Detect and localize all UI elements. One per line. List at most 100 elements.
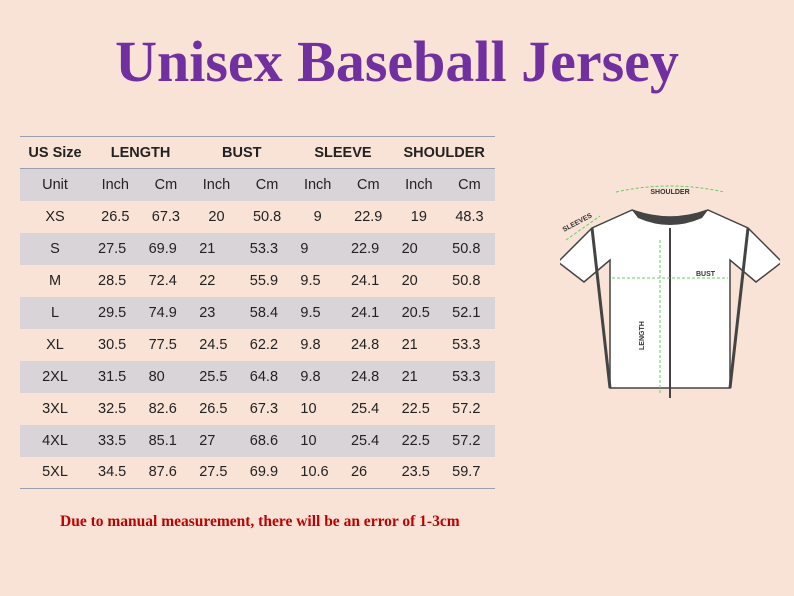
- table-cell: 85.1: [140, 424, 192, 457]
- table-cell: XS: [45, 208, 65, 225]
- table-row: 5XL 34.5 87.6 27.5 69.9 10.6 26 23.5 59.7: [20, 456, 495, 489]
- table-cell: 26: [342, 456, 394, 489]
- table-cell: 2XL: [20, 360, 90, 393]
- table-cell: 9.8: [292, 360, 343, 393]
- table-cell: Inch: [90, 168, 141, 201]
- table-cell: 24.8: [350, 336, 380, 353]
- table-row: S 27.5 69.9 21 53.3 9 22.9 20 50.8: [20, 232, 495, 265]
- table-cell: Unit: [20, 168, 90, 201]
- table-cell: 21: [393, 360, 445, 393]
- table-cell: 64.8: [241, 360, 293, 393]
- table-cell: 68.6: [241, 424, 293, 457]
- table-cell: 53.3: [241, 232, 293, 265]
- table-cell: XL: [46, 336, 64, 353]
- table-cell: 31.5: [90, 360, 141, 393]
- table-cell: 24.1: [342, 296, 394, 329]
- table-row: M 28.5 72.4 22 55.9 9.5 24.1 20 50.8: [20, 265, 495, 297]
- table-row: Unit Inch Cm Inch Cm Inch Cm Inch Cm: [20, 168, 495, 201]
- table-cell: 82.6: [148, 400, 177, 417]
- table-cell: M: [48, 272, 62, 289]
- table-cell: 25.4: [342, 424, 394, 457]
- table-cell: 23.5: [393, 456, 445, 489]
- table-cell: US Size: [20, 136, 90, 169]
- table-cell: 87.6: [140, 456, 192, 489]
- table-cell: 20.5: [393, 296, 445, 329]
- collar: [632, 210, 708, 225]
- table-cell: 53.3: [452, 336, 481, 353]
- table-cell: 50.8: [452, 272, 481, 289]
- table-cell: 25.5: [191, 360, 242, 393]
- table-cell: 20: [208, 208, 225, 225]
- table-row: 3XL 32.5 82.6 26.5 67.3 10 25.4 22.5 57.2: [20, 393, 495, 425]
- table-cell: 50.8: [444, 232, 495, 265]
- table-cell: BUST: [191, 136, 293, 169]
- table-cell: 27.5: [90, 232, 141, 265]
- table-cell: 9: [292, 232, 343, 265]
- table-cell: 23: [191, 296, 242, 329]
- table-cell: L: [20, 296, 90, 329]
- table-cell: 10: [300, 400, 317, 417]
- table-cell: S: [20, 232, 90, 265]
- table-row: US Size LENGTH BUST SLEEVE SHOULDER: [20, 136, 495, 169]
- table-cell: 26.5: [199, 400, 228, 417]
- table-cell: 69.9: [140, 232, 192, 265]
- table-cell: 58.4: [241, 296, 293, 329]
- table-cell: 30.5: [98, 336, 127, 353]
- table-cell: LENGTH: [90, 136, 192, 169]
- table-cell: 50.8: [252, 208, 282, 225]
- table-cell: 9.8: [300, 336, 321, 353]
- table-row: XS 26.5 67.3 20 50.8 9 22.9 19 48.3: [20, 201, 495, 233]
- table-cell: 57.2: [444, 424, 495, 457]
- table-cell: 48.3: [455, 208, 484, 225]
- table-cell: 27.5: [191, 456, 242, 489]
- size-table: US Size LENGTH BUST SLEEVE SHOULDER Unit Inch C…: [20, 136, 495, 489]
- table-cell: 33.5: [90, 424, 141, 457]
- table-cell: 21: [191, 232, 242, 265]
- table-cell: 77.5: [148, 336, 177, 353]
- table-cell: SLEEVE: [292, 136, 394, 169]
- table-cell: 28.5: [98, 272, 127, 289]
- table-cell: 9.5: [300, 272, 321, 289]
- table-cell: 10.6: [292, 456, 343, 489]
- jersey-diagram: SHOULDER SLEEVES BUST LENGTH: [560, 185, 780, 398]
- table-cell: Inch: [292, 168, 343, 201]
- table-cell: 25.4: [350, 400, 380, 417]
- bust-label: BUST: [696, 271, 716, 278]
- table-cell: 4XL: [20, 424, 90, 457]
- table-cell: 5XL: [20, 456, 90, 489]
- piping: [728, 227, 750, 389]
- length-label: LENGTH: [639, 321, 646, 350]
- table-cell: 29.5: [90, 296, 141, 329]
- table-cell: 72.4: [148, 272, 177, 289]
- table-cell: 32.5: [98, 400, 127, 417]
- table-cell: 27: [191, 424, 242, 457]
- table-cell: 10: [292, 424, 343, 457]
- table-cell: 34.5: [90, 456, 141, 489]
- table-cell: 24.8: [342, 360, 394, 393]
- sleeve-arrow: [565, 215, 601, 241]
- table-cell: 59.7: [444, 456, 495, 489]
- table-cell: 22: [199, 272, 216, 289]
- table-cell: Cm: [241, 168, 293, 201]
- table-cell: 22.5: [401, 400, 430, 417]
- table-cell: Cm: [444, 168, 495, 201]
- table-cell: 19: [410, 208, 427, 225]
- table-cell: Cm: [140, 168, 192, 201]
- table-row: 4XL 33.5 85.1 27 68.6 10 25.4 22.5 57.2: [20, 424, 495, 457]
- table-cell: 67.3: [151, 208, 180, 225]
- table-row: XL 30.5 77.5 24.5 62.2 9.8 24.8 21 53.3: [20, 329, 495, 361]
- table-cell: 22.5: [393, 424, 445, 457]
- table-cell: 67.3: [249, 400, 279, 417]
- table-row: L 29.5 74.9 23 58.4 9.5 24.1 20.5 52.1: [20, 296, 495, 329]
- shoulder-arrow: [615, 185, 725, 193]
- table-cell: 9: [313, 208, 322, 225]
- piping: [590, 227, 612, 389]
- table-cell: 80: [140, 360, 192, 393]
- table-cell: 9.5: [292, 296, 343, 329]
- table-cell: 3XL: [42, 400, 68, 417]
- table-cell: 74.9: [140, 296, 192, 329]
- table-cell: 57.2: [452, 400, 481, 417]
- table-cell: 20: [393, 232, 445, 265]
- table-row: 2XL 31.5 80 25.5 64.8 9.8 24.8 21 53.3: [20, 360, 495, 393]
